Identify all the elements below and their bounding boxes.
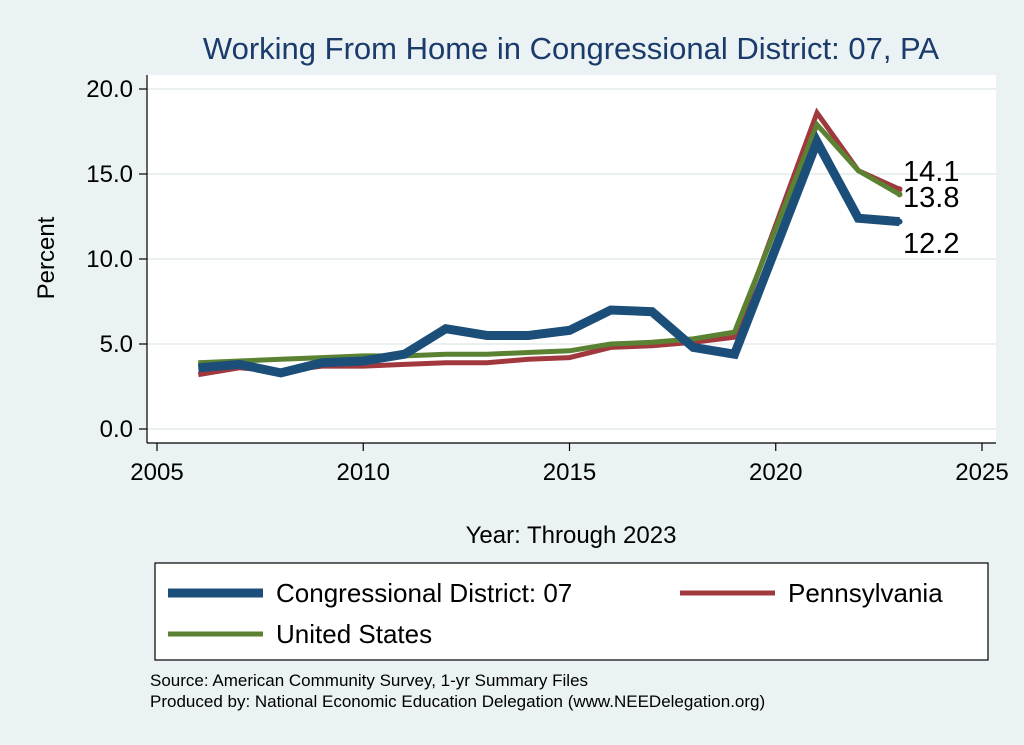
axes: 0.0 5.0 10.0 15.0 20.0 2005 2010 2015 2020 2025 [86,75,1009,486]
y-tick-label: 0.0 [100,416,133,443]
legend-box [154,562,989,661]
series-end-point [896,218,903,225]
x-tick-label: 2010 [337,459,390,486]
legend-label: Congressional District: 07 [276,578,572,608]
y-tick-label: 10.0 [86,246,133,273]
chart-title: Working From Home in Congressional Distr… [203,31,940,66]
x-tick-label: 2005 [130,459,183,486]
legend-label: United States [276,619,432,649]
end-labels: 12.2 14.113.8 [903,156,959,260]
series-line-2 [198,120,901,366]
end-value-label: 14.1 [903,156,959,188]
end-value-label: 12.2 [903,228,959,260]
legend-label: Pennsylvania [788,578,943,608]
grid-lines [147,88,996,430]
y-tick-label: 15.0 [86,161,133,188]
x-axis-label: Year: Through 2023 [466,522,677,549]
x-tick-label: 2025 [955,459,1008,486]
y-tick-label: 5.0 [100,331,133,358]
source-line-2: Produced by: National Economic Education… [150,692,765,711]
source-line-1: Source: American Community Survey, 1-yr … [150,671,588,690]
legend: Congressional District: 07 Pennsylvania Un… [168,578,943,649]
x-tick-label: 2015 [543,459,596,486]
y-axis-label: Percent [33,216,60,299]
x-tick-label: 2020 [749,459,802,486]
end-value-label: 13.8 [903,182,959,214]
series-lines [197,107,903,378]
series-end-point [896,191,903,198]
y-tick-label: 20.0 [86,76,133,103]
series-line-0 [197,130,900,378]
